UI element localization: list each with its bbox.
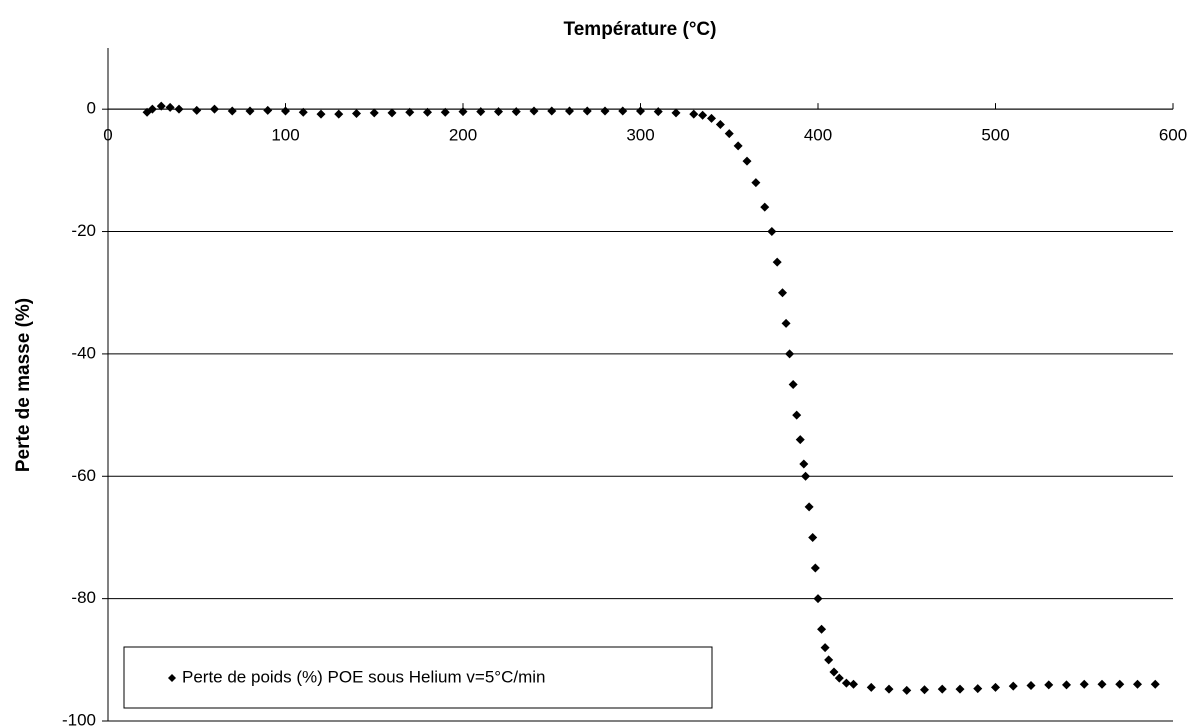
data-point <box>937 684 947 694</box>
data-point <box>227 106 237 116</box>
data-point <box>884 684 894 694</box>
legend-marker <box>168 674 176 682</box>
data-point <box>636 106 645 116</box>
y-tick-label: -40 <box>71 343 96 362</box>
data-point <box>1097 679 1107 689</box>
data-point <box>174 104 184 114</box>
x-tick-label: 500 <box>981 126 1009 145</box>
x-axis-title: Température (°C) <box>564 19 717 40</box>
data-point <box>511 107 521 117</box>
data-point <box>834 673 844 683</box>
data-point <box>820 643 830 653</box>
data-point <box>778 288 787 298</box>
data-point <box>165 102 175 112</box>
y-tick-label: -20 <box>71 221 96 240</box>
x-tick-label: 600 <box>1159 126 1187 145</box>
data-point <box>476 107 486 117</box>
data-point <box>352 108 361 118</box>
data-point <box>849 679 858 689</box>
data-point <box>529 106 539 116</box>
data-point <box>156 101 166 111</box>
data-point <box>829 667 839 677</box>
data-point <box>263 105 273 115</box>
data-point <box>192 105 202 115</box>
plot-area <box>108 48 1173 721</box>
data-point <box>808 532 818 542</box>
x-tick-label: 200 <box>449 126 477 145</box>
data-point <box>689 109 699 119</box>
data-point <box>618 106 628 116</box>
x-tick-label: 0 <box>103 126 112 145</box>
data-point <box>1062 680 1071 690</box>
data-point <box>281 106 290 116</box>
data-point <box>991 682 1000 692</box>
data-point <box>1079 679 1089 689</box>
data-point <box>1115 679 1125 689</box>
data-point <box>1008 681 1018 691</box>
data-point <box>1133 679 1142 689</box>
y-tick-label: -60 <box>71 466 96 485</box>
data-point <box>423 107 432 117</box>
data-point <box>1150 679 1160 689</box>
data-point <box>813 594 823 604</box>
data-point <box>653 107 663 117</box>
data-point <box>494 107 503 117</box>
data-point <box>817 624 827 634</box>
data-point <box>210 104 219 114</box>
data-point <box>788 380 798 389</box>
data-point <box>724 129 734 139</box>
y-axis-title: Perte de masse (%) <box>13 298 34 472</box>
data-point <box>785 349 795 359</box>
legend-label: Perte de poids (%) POE sous Helium v=5°C… <box>182 667 545 686</box>
data-point <box>547 106 557 116</box>
data-point <box>841 678 851 688</box>
data-point <box>565 106 574 116</box>
data-point <box>458 107 468 117</box>
data-point <box>582 106 592 116</box>
data-point <box>902 685 912 695</box>
data-point <box>1026 681 1036 691</box>
data-point <box>671 108 681 118</box>
x-tick-label: 100 <box>271 126 299 145</box>
data-point <box>316 109 326 119</box>
data-point <box>369 108 379 118</box>
data-point <box>405 107 415 117</box>
data-point <box>920 685 929 695</box>
data-point <box>707 113 716 123</box>
data-point <box>973 684 983 694</box>
data-point <box>245 106 255 116</box>
data-point <box>742 156 752 166</box>
data-point <box>147 104 157 114</box>
x-tick-label: 300 <box>626 126 654 145</box>
data-point <box>767 227 777 237</box>
data-point <box>1044 680 1054 690</box>
data-point <box>751 178 761 188</box>
data-point <box>298 107 308 117</box>
data-point <box>715 119 725 129</box>
data-point <box>772 257 782 267</box>
data-point <box>792 410 802 420</box>
data-point <box>698 110 708 120</box>
data-point <box>440 107 450 117</box>
data-point <box>824 655 834 665</box>
x-tick-label: 400 <box>804 126 832 145</box>
data-point <box>334 109 344 119</box>
data-point <box>387 108 397 118</box>
data-point <box>801 471 811 481</box>
data-point <box>804 502 814 512</box>
data-point <box>810 563 820 573</box>
data-point <box>733 141 743 151</box>
data-point <box>600 106 610 116</box>
data-point <box>795 435 805 445</box>
data-point <box>781 318 791 328</box>
data-point <box>760 202 770 212</box>
y-tick-label: -100 <box>62 710 96 728</box>
data-point <box>799 459 809 469</box>
legend-box <box>123 646 713 709</box>
y-tick-label: -80 <box>71 588 96 607</box>
data-point <box>955 684 965 694</box>
data-point <box>866 682 876 692</box>
y-tick-label: 0 <box>87 99 96 118</box>
